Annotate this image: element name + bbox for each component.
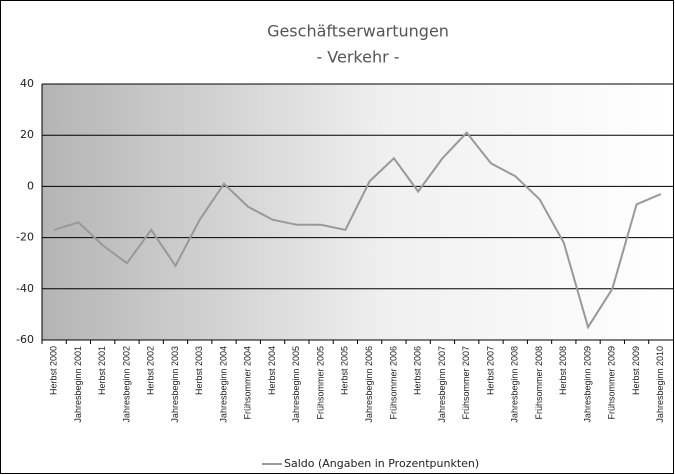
chart-title: Geschäftserwartungen [267,22,449,41]
x-tick-label: Herbst 2008 [558,346,568,395]
x-tick-label: Frühsommer 2009 [607,346,617,420]
y-tick-label: -20 [16,231,34,244]
x-tick-label: Herbst 2002 [146,346,156,395]
x-tick-label: Herbst 2007 [485,346,495,395]
legend-label: Saldo (Angaben in Prozentpunkten) [284,457,479,470]
plot-area [42,84,673,340]
x-tick-label: Jahresbeginn 2002 [121,346,131,423]
y-tick-label: 20 [20,128,34,141]
x-tick-label: Jahresbeginn 2008 [510,346,520,423]
series-line [53,131,662,330]
x-tick-label: Frühsommer 2006 [388,346,398,420]
x-tick-label: Frühsommer 2007 [461,346,471,420]
x-tick-label: Jahresbeginn 2007 [437,346,447,423]
x-tick-label: Frühsommer 2004 [243,346,253,420]
x-tick-label: Herbst 2005 [340,346,350,395]
x-tick-label: Herbst 2003 [194,346,204,395]
chart-subtitle: - Verkehr - [316,48,399,67]
x-tick-label: Jahresbeginn 2009 [582,346,592,423]
x-tick-label: Jahresbeginn 2006 [364,346,374,423]
y-tick-label: -40 [16,282,34,295]
x-tick-label: Jahresbeginn 2001 [73,346,83,423]
x-tick-label: Frühsommer 2005 [315,346,325,420]
x-tick-label: Herbst 2004 [267,346,277,395]
x-tick-label: Herbst 2000 [49,346,59,395]
y-tick-label: -60 [16,333,34,346]
y-tick-label: 40 [20,77,34,90]
x-tick-label: Herbst 2009 [631,346,641,395]
x-tick-label: Jahresbeginn 2005 [291,346,301,423]
x-tick-label: Frühsommer 2008 [534,346,544,420]
x-tick-label: Jahresbeginn 2003 [170,346,180,423]
x-tick-label: Jahresbeginn 2010 [655,346,665,423]
x-tick-label: Herbst 2006 [413,346,423,395]
x-tick-label: Herbst 2001 [97,346,107,395]
x-tick-label: Jahresbeginn 2004 [218,346,228,423]
y-tick-label: 0 [27,179,34,192]
